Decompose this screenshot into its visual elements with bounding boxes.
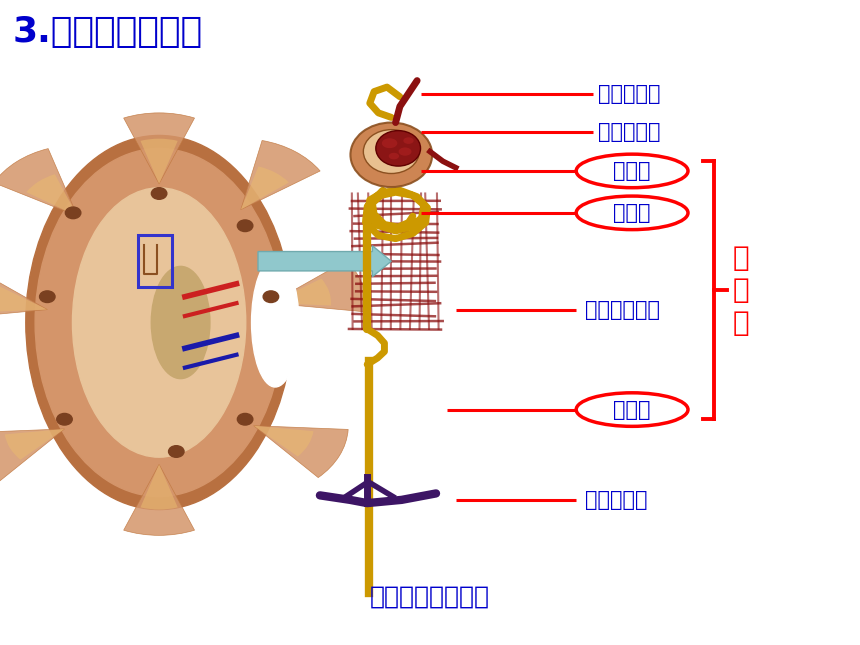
Wedge shape [140, 139, 178, 184]
Text: 肾小管: 肾小管 [613, 399, 651, 420]
Text: 出球小动脉: 出球小动脉 [598, 122, 660, 143]
Wedge shape [241, 166, 289, 210]
Ellipse shape [151, 188, 167, 199]
Ellipse shape [251, 258, 299, 387]
Wedge shape [140, 464, 178, 510]
Ellipse shape [151, 266, 210, 379]
Ellipse shape [72, 188, 246, 457]
Wedge shape [27, 174, 77, 216]
Ellipse shape [399, 148, 411, 155]
Wedge shape [0, 429, 64, 481]
Text: （肾静脉）: （肾静脉） [585, 490, 648, 510]
Wedge shape [271, 261, 366, 312]
Text: 3.肾脏的基本单位: 3.肾脏的基本单位 [13, 15, 203, 49]
Ellipse shape [576, 196, 688, 230]
Ellipse shape [169, 446, 184, 457]
Bar [138, 235, 172, 287]
Ellipse shape [382, 138, 397, 148]
Wedge shape [5, 429, 64, 460]
Text: 肾
单
位: 肾 单 位 [733, 244, 750, 337]
Ellipse shape [65, 207, 81, 219]
Ellipse shape [237, 220, 253, 232]
Ellipse shape [237, 413, 253, 425]
Wedge shape [0, 148, 77, 216]
Text: 肾小囊: 肾小囊 [613, 203, 651, 223]
Wedge shape [0, 267, 47, 318]
Ellipse shape [376, 130, 421, 166]
Wedge shape [241, 141, 320, 210]
FancyArrow shape [258, 246, 391, 277]
Text: 肾小球: 肾小球 [613, 161, 651, 181]
Text: 肾单位结构示意图: 肾单位结构示意图 [370, 584, 490, 609]
Ellipse shape [576, 154, 688, 188]
Ellipse shape [389, 153, 399, 159]
Text: 入球小动脉: 入球小动脉 [598, 83, 660, 104]
Ellipse shape [40, 291, 55, 303]
Text: （毛细血管）: （毛细血管） [585, 299, 660, 320]
Ellipse shape [57, 413, 72, 425]
Ellipse shape [35, 148, 283, 497]
Wedge shape [0, 285, 47, 312]
Ellipse shape [263, 291, 279, 303]
Wedge shape [254, 426, 348, 477]
Ellipse shape [403, 137, 414, 144]
Ellipse shape [26, 135, 292, 510]
Ellipse shape [576, 393, 688, 426]
Wedge shape [271, 279, 331, 306]
Wedge shape [124, 113, 194, 184]
Ellipse shape [364, 130, 420, 174]
Wedge shape [254, 426, 313, 457]
Ellipse shape [351, 123, 433, 187]
Wedge shape [124, 464, 194, 535]
